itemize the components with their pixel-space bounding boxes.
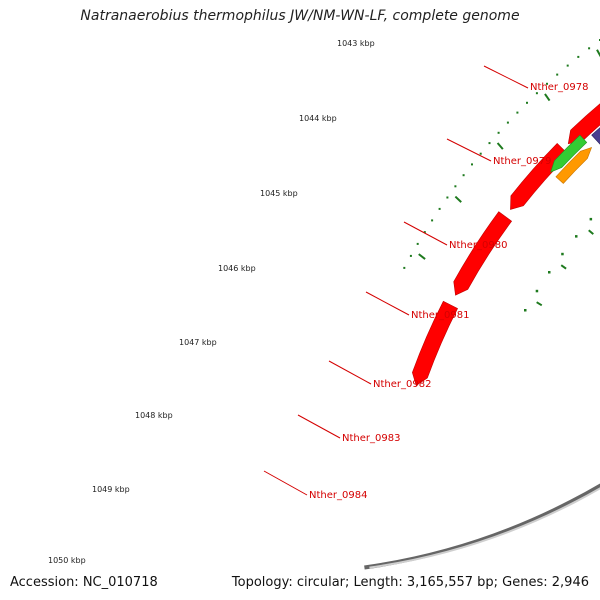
inner-tick-dot: [589, 217, 593, 221]
feature-track: [412, 103, 600, 387]
tick-dot: [416, 242, 419, 245]
leader-line: [403, 221, 448, 246]
feature-orange: [555, 147, 593, 184]
kbp-label-1043: 1043 kbp: [337, 39, 375, 48]
leader-line: [483, 65, 529, 89]
tick-marks: [403, 39, 600, 312]
tick-dot: [403, 266, 406, 269]
major-tick: [596, 49, 600, 58]
forward-cds-2: [510, 143, 569, 210]
forward-cds-1: [453, 211, 513, 296]
tick-dot: [516, 111, 519, 114]
leader-line: [328, 360, 372, 385]
reverse-cds-0: [591, 127, 600, 145]
gene-label-nther-0982[interactable]: Nther_0982: [373, 379, 431, 390]
kbp-label-1048: 1048 kbp: [135, 411, 173, 420]
tick-dot: [454, 185, 457, 188]
tick-dot: [438, 207, 441, 210]
kbp-label-1047: 1047 kbp: [179, 338, 217, 347]
leader-line: [297, 414, 341, 439]
tick-dot: [535, 92, 538, 95]
label-leaders: [263, 65, 529, 496]
gene-label-nther-0983[interactable]: Nther_0983: [342, 433, 400, 444]
tick-dot: [497, 131, 500, 134]
topology-text: Topology: circular; Length: 3,165,557 bp…: [229, 575, 591, 590]
inner-tick-dot: [535, 289, 539, 293]
gene-labels: Nther_0978 Nther_0979 Nther_0980 Nther_0…: [309, 82, 588, 501]
gene-label-nther-0979[interactable]: Nther_0979: [493, 156, 551, 167]
kbp-label-1046: 1046 kbp: [218, 264, 256, 273]
gene-label-nther-0978[interactable]: Nther_0978: [530, 82, 588, 93]
backbone-outer-line: [364, 483, 600, 570]
tick-dot: [526, 101, 528, 104]
tick-dot: [566, 64, 569, 67]
tick-dot: [577, 55, 580, 58]
forward-cds-0: [412, 300, 458, 387]
tick-dot: [446, 196, 449, 199]
kbp-label-1044: 1044 kbp: [299, 114, 337, 123]
kbp-label-1049: 1049 kbp: [92, 485, 130, 494]
leader-line: [263, 470, 308, 496]
leader-line: [446, 138, 492, 162]
accession-text: Accession: NC_010718: [8, 575, 160, 590]
tick-dot: [588, 47, 591, 50]
major-tick: [418, 253, 426, 260]
inner-tick-dot: [524, 309, 527, 312]
tick-dot: [556, 73, 559, 76]
tick-dot: [546, 82, 548, 85]
gene-label-nther-0981[interactable]: Nther_0981: [411, 310, 469, 321]
tick-dot: [488, 142, 491, 145]
kbp-scale: 1043 kbp 1044 kbp 1045 kbp 1046 kbp 1047…: [48, 39, 375, 565]
inner-major-tick: [588, 229, 594, 235]
genome-title: Natranaerobius thermophilus JW/NM-WN-LF,…: [80, 8, 520, 24]
inner-tick-dot: [561, 252, 564, 256]
leader-line: [365, 291, 410, 316]
backbone-inner-line: [369, 487, 600, 569]
forward-cds-3: [567, 103, 600, 144]
gene-label-nther-0980[interactable]: Nther_0980: [449, 240, 507, 251]
major-tick: [454, 195, 462, 203]
feature-green: [550, 134, 588, 173]
kbp-label-1045: 1045 kbp: [260, 189, 298, 198]
tick-dot: [423, 231, 426, 234]
inner-major-tick: [536, 301, 543, 307]
inner-tick-dot: [575, 235, 578, 238]
gene-label-nther-0984[interactable]: Nther_0984: [309, 490, 367, 501]
tick-dot: [409, 254, 412, 257]
tick-dot: [431, 219, 434, 222]
genome-backbone: [364, 483, 600, 570]
tick-dot: [471, 163, 473, 166]
major-tick: [544, 93, 551, 102]
inner-tick-dot: [548, 271, 551, 274]
tick-dot: [462, 174, 465, 177]
tick-dot: [506, 121, 509, 124]
inner-major-tick: [560, 264, 567, 270]
tick-dot: [479, 152, 482, 155]
major-tick: [496, 142, 504, 150]
kbp-label-1050: 1050 kbp: [48, 556, 86, 565]
